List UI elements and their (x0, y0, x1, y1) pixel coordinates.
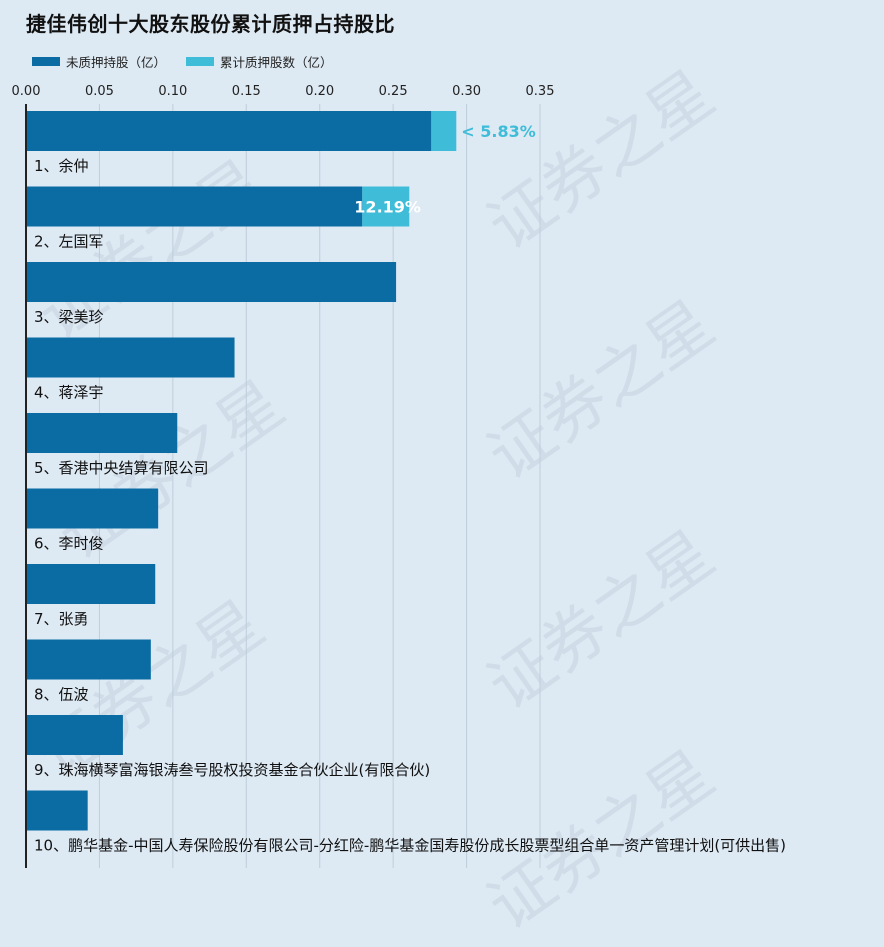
category-label: 8、伍波 (34, 686, 89, 704)
x-tick-label: 0.35 (526, 84, 555, 99)
legend: 未质押持股（亿） 累计质押股数（亿） (32, 52, 353, 71)
category-label: 7、张勇 (34, 610, 89, 628)
legend-label-pledged: 累计质押股数（亿） (220, 55, 333, 70)
legend-item-pledged[interactable]: 累计质押股数（亿） (186, 52, 333, 71)
bar-unpledged (26, 715, 123, 755)
legend-item-unpledged[interactable]: 未质押持股（亿） (32, 52, 166, 71)
bar-unpledged (26, 186, 363, 227)
x-tick-label: 0.10 (158, 84, 187, 99)
x-tick-label: 0.15 (232, 84, 261, 99)
chart-title: 捷佳伟创十大股东股份累计质押占持股比 (26, 12, 395, 36)
legend-swatch-pledged (186, 57, 215, 66)
bar-chart: 0.00 0.05 0.10 0.15 0.20 0.25 0.30 0.35 1、余仲 < 5.… (12, 84, 786, 868)
category-label: 4、蒋泽宇 (34, 384, 104, 402)
category-label: 6、李时俊 (34, 535, 104, 553)
bar-unpledged (26, 790, 88, 831)
bar-unpledged (26, 488, 159, 529)
bar-pledged (362, 186, 410, 227)
x-tick-label: 0.20 (305, 84, 334, 99)
pledge-pct-label: 12.19% (354, 198, 421, 217)
x-tick-label: 0.05 (85, 84, 114, 99)
category-label: 1、余仲 (34, 157, 89, 175)
legend-swatch-unpledged (32, 57, 60, 66)
bar-unpledged (26, 111, 432, 151)
legend-label-unpledged: 未质押持股（亿） (66, 55, 167, 70)
category-label: 10、鹏华基金-中国人寿保险股份有限公司-分红险-鹏华基金国寿股份成长股票型组合… (34, 837, 786, 855)
bar-unpledged (26, 262, 397, 302)
bar-unpledged (26, 413, 178, 453)
category-label: 9、珠海横琴富海银涛叁号股权投资基金合伙企业(有限合伙) (34, 761, 430, 779)
category-label: 5、香港中央结算有限公司 (34, 459, 209, 477)
pledge-pct-label: < 5.83% (461, 122, 535, 141)
bar-unpledged (26, 337, 235, 378)
x-tick-label: 0.00 (12, 84, 41, 99)
bar-pledged (431, 111, 457, 151)
category-label: 2、左国军 (34, 233, 104, 251)
bar-unpledged (26, 564, 156, 604)
x-tick-label: 0.30 (452, 84, 481, 99)
category-label: 3、梁美珍 (34, 308, 104, 326)
bar-unpledged (26, 639, 151, 680)
x-tick-label: 0.25 (379, 84, 408, 99)
